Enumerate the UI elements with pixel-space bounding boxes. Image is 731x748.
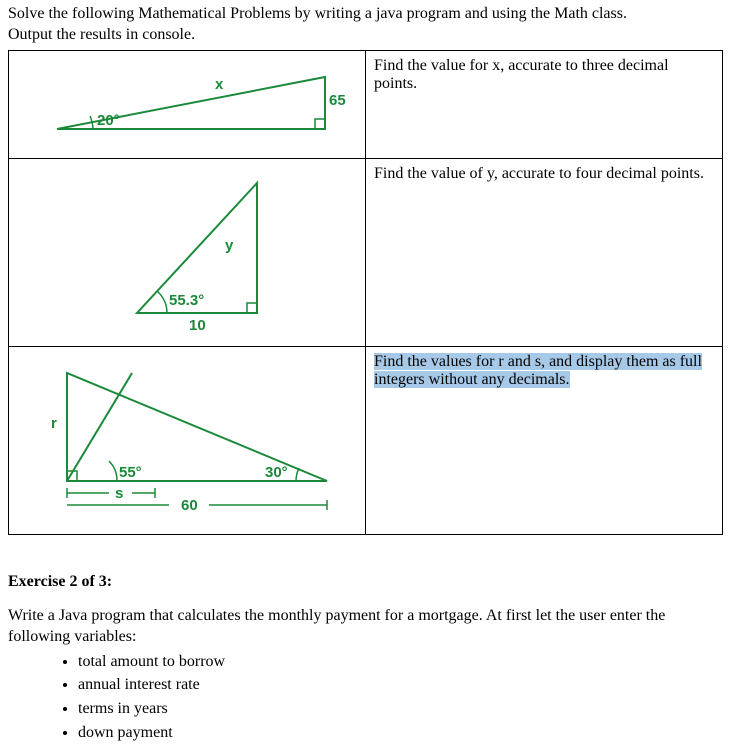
problem-row-3: r s 55° 30° 60 Find the values for r and… <box>9 346 723 534</box>
r-label: r <box>51 415 57 432</box>
figure-cell-1: 20° x 65 <box>9 50 366 158</box>
exercise-2-section: Exercise 2 of 3: Write a Java program th… <box>8 573 723 745</box>
figure-cell-2: 55.3° y 10 <box>9 158 366 346</box>
list-item: annual interest rate <box>78 673 723 697</box>
problems-table: 20° x 65 Find the value for x, accurate … <box>8 50 723 535</box>
exercise-2-var-list: total amount to borrow annual interest r… <box>78 650 723 744</box>
triangle-1-svg: 20° x 65 <box>27 57 347 147</box>
problem-desc-2: Find the value of y, accurate to four de… <box>374 165 704 182</box>
desc-cell-2: Find the value of y, accurate to four de… <box>366 158 723 346</box>
angle-label: 20° <box>97 112 120 129</box>
figure-cell-3: r s 55° 30° 60 <box>9 346 366 534</box>
angle-label-2: 55.3° <box>169 292 204 309</box>
list-item: total amount to borrow <box>78 650 723 674</box>
problem-desc-1: Find the value for x, accurate to three … <box>374 57 669 92</box>
hyp-label: x <box>215 76 224 93</box>
desc-cell-3: Find the values for r and s, and display… <box>366 346 723 534</box>
triangle-3-svg: r s 55° 30° 60 <box>27 353 347 523</box>
hyp-label-2: y <box>225 237 234 254</box>
s-label: s <box>115 485 123 502</box>
intro-line-2: Output the results in console. <box>8 25 723 46</box>
intro-text: Solve the following Mathematical Problem… <box>8 4 723 46</box>
intro-line-1: Solve the following Mathematical Problem… <box>8 4 723 25</box>
list-item: terms in years <box>78 697 723 721</box>
exercise-2-prompt: Write a Java program that calculates the… <box>8 607 665 646</box>
problem-desc-3: Find the values for r and s, and display… <box>374 353 702 388</box>
base-label-3: 60 <box>181 497 198 514</box>
desc-cell-1: Find the value for x, accurate to three … <box>366 50 723 158</box>
list-item: down payment <box>78 721 723 745</box>
exercise-2-title: Exercise 2 of 3: <box>8 573 723 591</box>
angle-right-label: 30° <box>265 464 288 481</box>
problem-row-1: 20° x 65 Find the value for x, accurate … <box>9 50 723 158</box>
exercise-2-body: Write a Java program that calculates the… <box>8 605 723 745</box>
triangle-2-svg: 55.3° y 10 <box>77 165 297 335</box>
base-label-2: 10 <box>189 317 206 334</box>
opp-label: 65 <box>329 92 346 109</box>
problem-row-2: 55.3° y 10 Find the value of y, accurate… <box>9 158 723 346</box>
angle-left-label: 55° <box>119 464 142 481</box>
